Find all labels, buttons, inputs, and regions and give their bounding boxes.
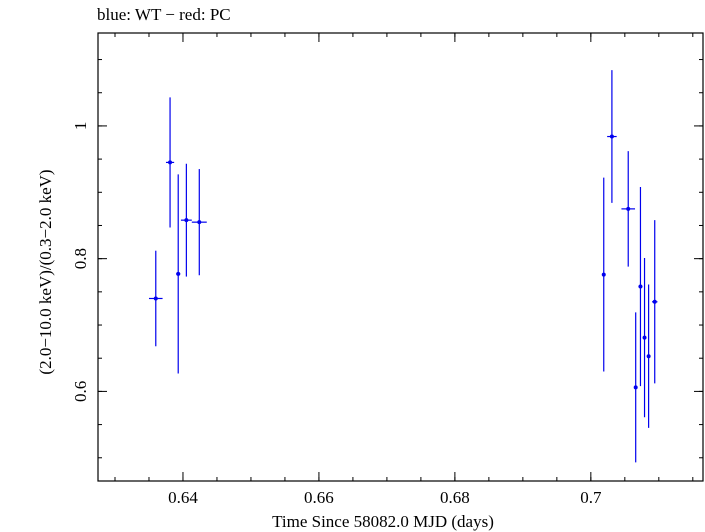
x-tick-label: 0.7: [580, 488, 602, 507]
data-marker: [601, 272, 606, 277]
data-marker: [609, 134, 614, 139]
data-point: [180, 163, 192, 277]
data-marker: [184, 218, 189, 223]
data-marker: [652, 299, 657, 304]
data-marker: [176, 271, 181, 276]
data-point: [148, 250, 163, 347]
series-wt: [148, 70, 658, 463]
data-marker: [642, 335, 647, 340]
plot-frame: [97, 32, 704, 482]
data-marker: [633, 385, 638, 390]
data-point: [191, 169, 207, 276]
data-point: [621, 151, 636, 267]
y-tick-label: 1: [71, 122, 90, 131]
x-tick-label: 0.68: [440, 488, 470, 507]
data-marker: [626, 206, 631, 211]
data-point: [165, 97, 175, 228]
data-point: [601, 177, 606, 372]
data-marker: [153, 296, 158, 301]
y-axis-label: (2.0−10.0 keV)/(0.3−2.0 keV): [36, 169, 55, 374]
data-marker: [197, 220, 202, 225]
x-tick-label: 0.66: [304, 488, 334, 507]
x-tick-label: 0.64: [168, 488, 198, 507]
chart-title: blue: WT − red: PC: [97, 5, 231, 24]
x-axis-label: Time Since 58082.0 MJD (days): [272, 512, 494, 531]
data-marker: [638, 284, 643, 289]
y-tick-label: 0.6: [71, 381, 90, 402]
data-point: [633, 312, 638, 463]
data-marker: [646, 354, 651, 359]
data-point: [646, 284, 651, 428]
data-point: [642, 257, 647, 418]
data-point: [607, 70, 617, 203]
data-marker: [168, 160, 173, 165]
data-point: [652, 220, 658, 384]
data-point: [638, 186, 643, 387]
y-tick-label: 0.8: [71, 248, 90, 269]
data-point: [176, 174, 181, 374]
